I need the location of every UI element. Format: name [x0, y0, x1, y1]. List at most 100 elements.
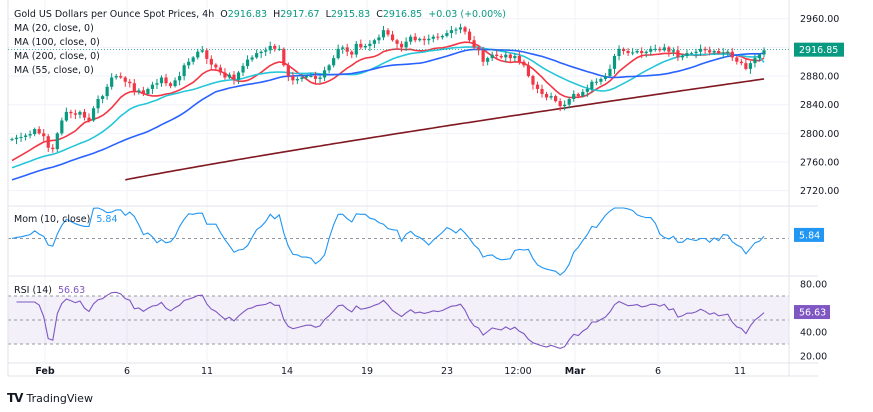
candle-body — [182, 65, 186, 77]
candle-body — [689, 53, 694, 55]
time-tick-label: 14 — [281, 366, 293, 377]
indicator-ma100[interactable]: MA (100, close, 0) — [14, 37, 100, 48]
time-tick-label: 6 — [124, 366, 130, 377]
candle-body — [662, 47, 666, 51]
candle-body — [486, 58, 490, 62]
candle-body — [531, 76, 535, 85]
candle-body — [458, 27, 463, 30]
candle-body — [590, 81, 594, 89]
brand-name: TradingView — [26, 391, 93, 405]
candle-body — [91, 108, 96, 121]
open-value: 2916.83 — [227, 9, 268, 20]
candle-body — [110, 77, 114, 87]
ma-line — [11, 46, 765, 169]
price-tick-label: 2840.00 — [800, 100, 839, 111]
candle-body — [359, 43, 363, 48]
candle-body — [703, 48, 707, 51]
indicator-ma55[interactable]: MA (55, close, 0) — [14, 65, 94, 76]
rsi-legend[interactable]: RSI (14) 56.63 — [14, 285, 85, 296]
candle-body — [653, 48, 657, 50]
candle-body — [708, 50, 712, 53]
candle-body — [368, 43, 372, 46]
momentum-value-badge — [794, 227, 824, 242]
time-tick-label: 11 — [201, 366, 213, 377]
candle-body — [141, 90, 145, 94]
price-tick-label: 2960.00 — [800, 14, 839, 25]
candle-body — [101, 96, 105, 99]
candle-body — [259, 51, 263, 54]
close-label: C — [376, 9, 383, 20]
candle-body — [612, 55, 617, 69]
candle-body — [698, 48, 703, 52]
symbol-title: Gold US Dollars per Ounce Spot Prices, 4… — [14, 9, 215, 20]
indicator-ma200[interactable]: MA (200, close, 0) — [14, 51, 100, 62]
rsi-label: RSI (14) — [14, 285, 52, 296]
momentum-legend[interactable]: Mom (10, close) 5.84 — [14, 214, 118, 225]
tradingview-brand[interactable]: TV TradingView — [7, 391, 93, 405]
candle-body — [304, 76, 309, 78]
time-tick-label: 12:00 — [504, 366, 531, 377]
last-price-label: 2916.85 — [799, 45, 838, 56]
candle-body — [327, 65, 331, 71]
candle-body — [735, 57, 739, 62]
candle-body — [245, 59, 250, 67]
candle-body — [726, 51, 730, 53]
rsi-pane: 80.00 40.00 20.00 56.63 — [8, 280, 830, 363]
moving-averages — [11, 41, 765, 181]
candle-body — [336, 48, 340, 59]
candle-body — [205, 50, 209, 59]
chart-legend: Gold US Dollars per Ounce Spot Prices, 4… — [14, 8, 506, 78]
candle-body — [114, 76, 118, 78]
ma-line — [11, 48, 765, 181]
candle-body — [499, 55, 503, 58]
candle-body — [137, 90, 141, 92]
rsi-line — [16, 291, 765, 349]
tradingview-logo-icon: TV — [7, 391, 24, 405]
candle-body — [164, 77, 168, 84]
candle-body — [223, 72, 227, 78]
candle-body — [55, 133, 59, 150]
candle-body — [635, 50, 639, 53]
candle-body — [399, 43, 404, 48]
candle-body — [168, 83, 173, 87]
candle-body — [46, 136, 50, 148]
candle-body — [640, 50, 644, 54]
candle-body — [37, 129, 41, 134]
candlesticks — [10, 23, 766, 153]
candle-body — [146, 88, 150, 94]
ma-line — [125, 78, 765, 181]
candle-body — [594, 81, 598, 83]
candle-body — [617, 48, 621, 56]
candle-body — [753, 58, 757, 64]
candle-body — [671, 50, 675, 52]
candle-body — [318, 77, 322, 79]
candle-body — [413, 36, 417, 41]
candle-body — [422, 38, 426, 41]
indicator-ma20[interactable]: MA (20, close, 0) — [14, 23, 94, 34]
candle-body — [504, 54, 508, 58]
candle-body — [350, 51, 354, 55]
candle-body — [404, 41, 408, 48]
candle-body — [322, 70, 327, 78]
candle-body — [73, 113, 78, 115]
candle-body — [436, 36, 440, 38]
candle-body — [526, 65, 531, 77]
time-tick-label: 23 — [441, 366, 453, 377]
candle-body — [717, 50, 721, 54]
candle-body — [295, 78, 299, 81]
candle-body — [341, 47, 345, 49]
candle-body — [748, 63, 753, 69]
time-tick-label: Feb — [35, 366, 55, 377]
candle-body — [377, 37, 381, 41]
candle-body — [522, 61, 526, 66]
candle-body — [730, 51, 734, 58]
rsi-value: 56.63 — [58, 285, 86, 296]
candle-body — [572, 93, 576, 99]
low-value: 2915.83 — [330, 9, 371, 20]
candle-body — [232, 74, 236, 80]
candle-body — [467, 31, 472, 41]
candle-body — [585, 88, 589, 92]
price-tick-label: 2880.00 — [800, 72, 839, 83]
candle-body — [508, 54, 512, 59]
candle-body — [685, 53, 689, 56]
